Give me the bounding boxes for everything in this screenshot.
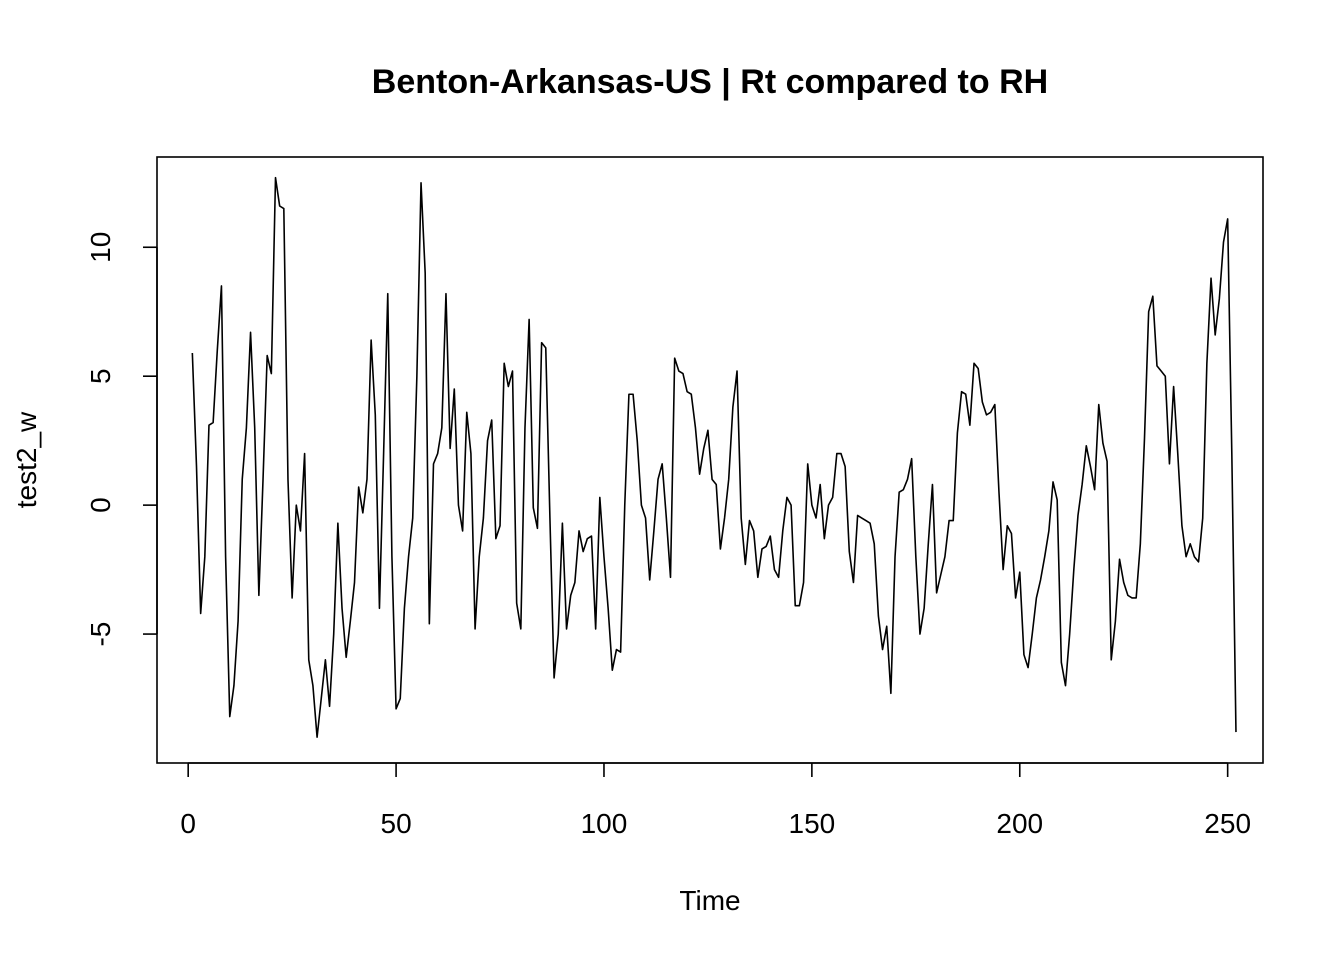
x-tick-label: 100 — [581, 808, 628, 839]
x-tick-label: 50 — [381, 808, 412, 839]
y-tick-label: 10 — [85, 232, 116, 263]
y-axis: -5 0 5 10 — [85, 232, 158, 647]
x-axis: 0 50 100 150 200 250 — [180, 762, 1251, 839]
x-tick-label: 150 — [789, 808, 836, 839]
x-tick-label: 200 — [996, 808, 1043, 839]
y-tick-label: 0 — [85, 497, 116, 513]
y-tick-label: -5 — [85, 622, 116, 647]
chart-title: Benton-Arkansas-US | Rt compared to RH — [372, 63, 1048, 101]
x-tick-label: 0 — [180, 808, 196, 839]
y-axis-label: test2_w — [11, 411, 42, 508]
x-tick-label: 250 — [1204, 808, 1251, 839]
x-axis-label: Time — [679, 885, 740, 916]
y-tick-label: 5 — [85, 368, 116, 384]
series-line — [191, 176, 1237, 739]
